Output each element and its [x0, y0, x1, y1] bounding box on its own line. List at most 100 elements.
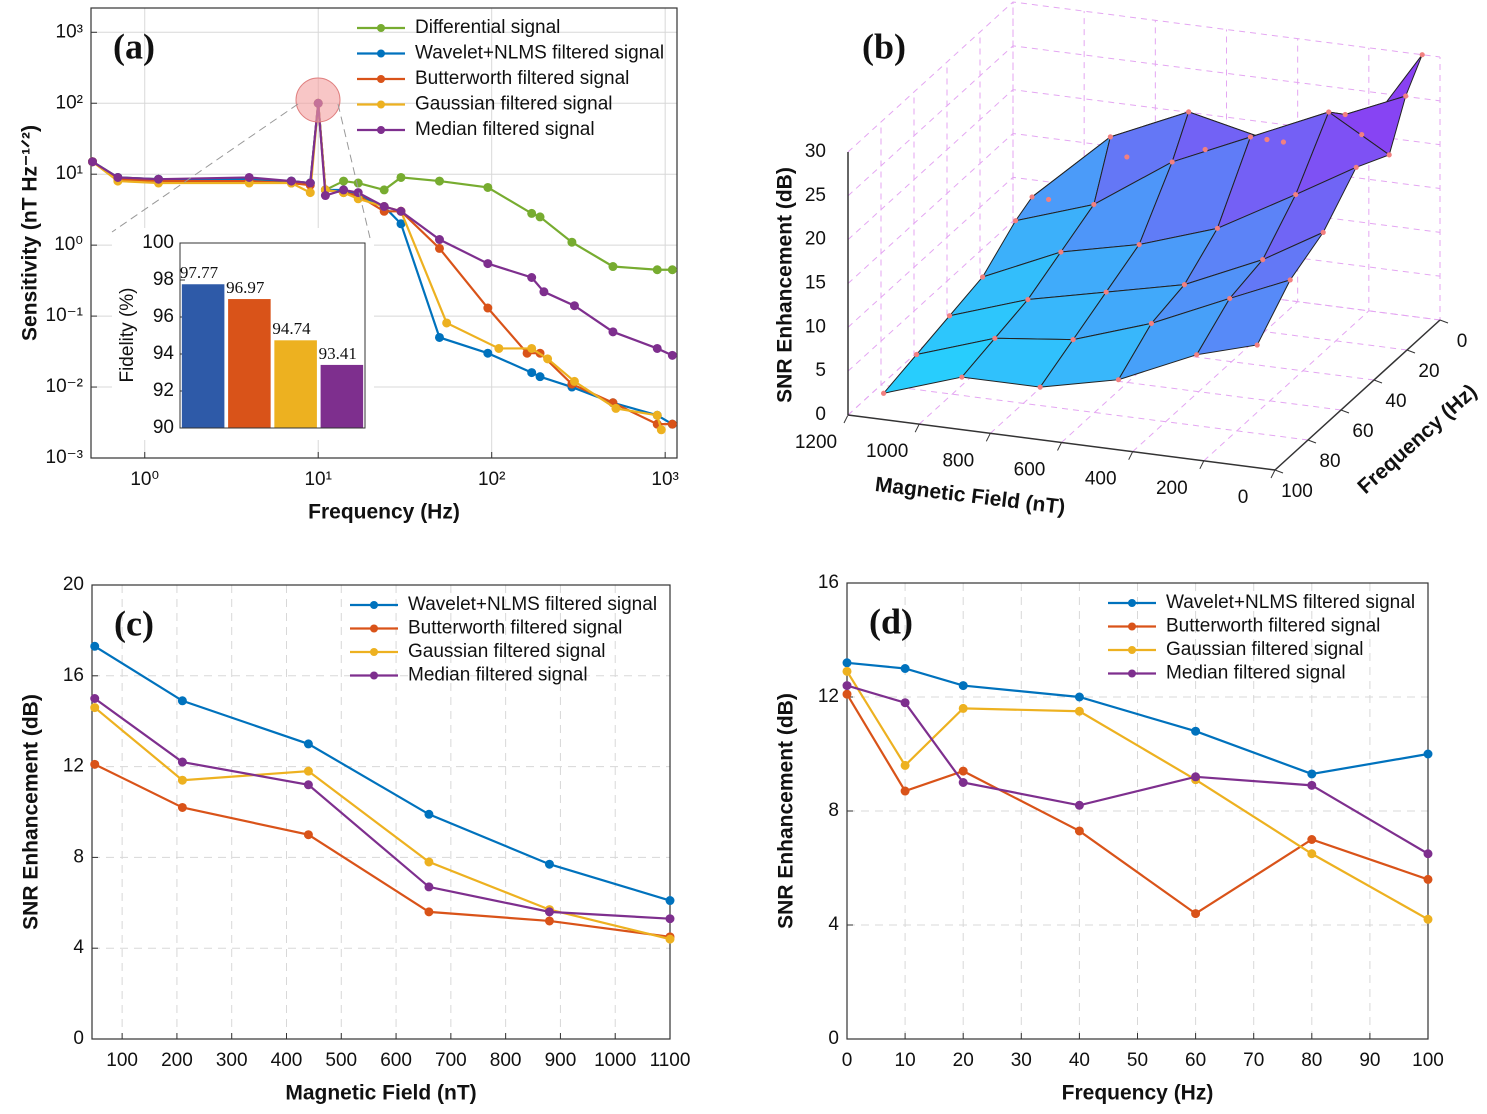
- x-tick-label: 10: [895, 1050, 916, 1071]
- z-tick-label: 5: [815, 360, 826, 381]
- surface-point: [1045, 196, 1052, 203]
- point: [527, 208, 537, 218]
- x-tick-label: 10³: [651, 469, 678, 490]
- surface-point: [1419, 52, 1425, 58]
- point: [900, 760, 910, 770]
- panel-label: (c): [114, 603, 154, 643]
- legend-marker: [370, 648, 378, 656]
- x-tick-label: 500: [325, 1050, 357, 1071]
- y-tick-label: 8: [73, 846, 84, 867]
- y-axis-label: Sensitivity (nT Hz⁻¹ᐟ²): [19, 125, 42, 341]
- point: [483, 259, 493, 269]
- y-tick-label: 4: [828, 914, 839, 935]
- inset-y-label: Fidelity (%): [117, 287, 138, 382]
- point: [339, 185, 349, 195]
- legend-label: Wavelet+NLMS filtered signal: [415, 43, 664, 64]
- x-tick: [843, 414, 849, 424]
- point: [434, 235, 444, 245]
- x-tick-label: 0: [1238, 487, 1249, 508]
- legend-label: Differential signal: [415, 17, 560, 38]
- point: [442, 318, 452, 328]
- y-tick: [1307, 439, 1317, 444]
- grid-line: [880, 122, 1309, 441]
- point: [424, 882, 434, 892]
- y-tick-label: 10⁻²: [46, 376, 84, 397]
- point: [842, 666, 852, 676]
- y-tick-label: 40: [1385, 391, 1406, 412]
- point: [544, 907, 554, 917]
- point: [424, 809, 434, 819]
- legend-marker: [370, 671, 378, 680]
- y-tick-label: 80: [1319, 451, 1340, 472]
- point: [608, 327, 618, 337]
- surface-point: [1202, 146, 1208, 153]
- legend-label: Wavelet+NLMS filtered signal: [1166, 592, 1415, 613]
- surface-point: [1181, 282, 1188, 288]
- point: [303, 830, 313, 840]
- surface-point: [1227, 295, 1233, 302]
- point: [656, 425, 666, 435]
- surface-point: [1037, 384, 1043, 390]
- x-tick-label: 10¹: [304, 469, 331, 490]
- zoom-line: [337, 103, 371, 239]
- x-tick-label: 20: [953, 1050, 974, 1071]
- point: [1423, 749, 1433, 759]
- axes-frame: [90, 7, 678, 459]
- y-tick-label: 92: [153, 380, 174, 401]
- point: [88, 157, 98, 167]
- point: [434, 332, 444, 342]
- surface-point: [979, 274, 986, 280]
- y-tick-label: 16: [818, 572, 839, 593]
- legend-label: Median filtered signal: [408, 665, 588, 686]
- x-tick-label: 70: [1243, 1050, 1264, 1071]
- y-tick-label: 100: [1281, 481, 1313, 502]
- panel-label: (a): [113, 26, 155, 66]
- surface-point: [946, 313, 953, 319]
- surface-point: [1320, 229, 1326, 235]
- plot: 100 200 300 400 500 600 700 800 900 1000 1100 0 4 8 12…: [20, 574, 691, 1105]
- x-tick-label: 1000: [594, 1050, 636, 1071]
- z-tick-label: 30: [805, 141, 826, 162]
- point: [379, 185, 389, 195]
- surface-point: [1214, 225, 1221, 231]
- legend-marker: [370, 624, 378, 633]
- point: [424, 907, 434, 917]
- surface-point: [1186, 109, 1192, 115]
- point: [177, 696, 187, 706]
- surface-point: [1012, 218, 1019, 224]
- series-line: [91, 103, 673, 357]
- x-tick: [1199, 460, 1205, 470]
- surface-point: [1025, 296, 1031, 303]
- x-tick-label: 1100: [650, 1050, 691, 1071]
- point: [652, 265, 662, 275]
- surface-point: [1342, 111, 1348, 118]
- point: [608, 262, 618, 272]
- point: [567, 237, 577, 247]
- y-tick-label: 8: [828, 800, 839, 821]
- point: [90, 641, 100, 651]
- point: [177, 802, 187, 812]
- point: [494, 343, 504, 353]
- surface-point: [1260, 257, 1266, 263]
- point: [667, 350, 677, 360]
- legend-marker: [1128, 599, 1136, 607]
- point: [424, 857, 434, 867]
- series-line: [94, 645, 671, 902]
- x-tick: [1128, 451, 1134, 460]
- y-tick-label: 94: [153, 343, 175, 364]
- axis: [1274, 319, 1441, 471]
- bar: [228, 299, 271, 428]
- point: [320, 191, 330, 201]
- legend-label: Median filtered signal: [415, 119, 595, 140]
- x-tick-label: 30: [1011, 1050, 1032, 1071]
- legend-label: Butterworth filtered signal: [408, 618, 622, 639]
- x-tick-label: 0: [842, 1050, 853, 1071]
- point: [958, 778, 968, 787]
- point: [842, 681, 852, 691]
- y-tick-label: 16: [63, 665, 84, 686]
- point: [339, 176, 349, 186]
- series-line: [94, 763, 671, 938]
- surface-point: [1103, 289, 1109, 295]
- surface-point: [1136, 241, 1142, 248]
- x-axis-label: Frequency (Hz): [1062, 1082, 1214, 1105]
